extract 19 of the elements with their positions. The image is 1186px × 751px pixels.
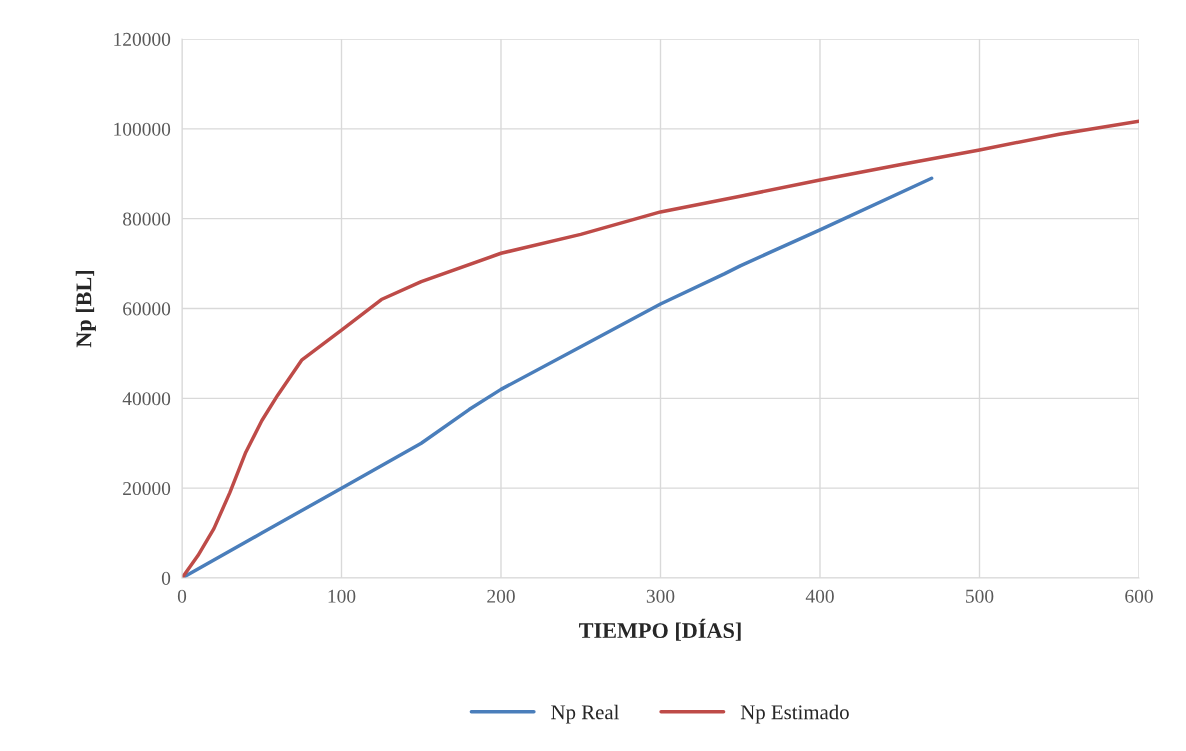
x-tick-label: 200 [487,589,515,603]
y-tick-label: 0 [161,571,171,585]
x-tick-label: 600 [1125,589,1153,603]
x-tick-label: 0 [177,589,187,603]
x-tick-label: 400 [805,589,834,603]
y-tick-label: 120000 [114,32,171,46]
legend-label: Np Real [551,704,619,724]
x-tick-label: 100 [328,589,356,603]
y-tick-label: 80000 [123,212,171,226]
x-tick-label: 300 [646,589,675,603]
y-tick-label: 20000 [123,481,171,496]
y-tick-label: 60000 [123,302,171,316]
x-axis-title: TIEMPO [DÍAS] [579,618,741,641]
y-tick-label: 40000 [122,392,171,406]
line-series [182,176,934,578]
x-tick-label: 500 [966,589,994,603]
y-tick-label: 100000 [114,122,171,136]
legend-label: Np Estimado [740,704,849,724]
y-axis-title: Np [BL] [75,270,96,348]
